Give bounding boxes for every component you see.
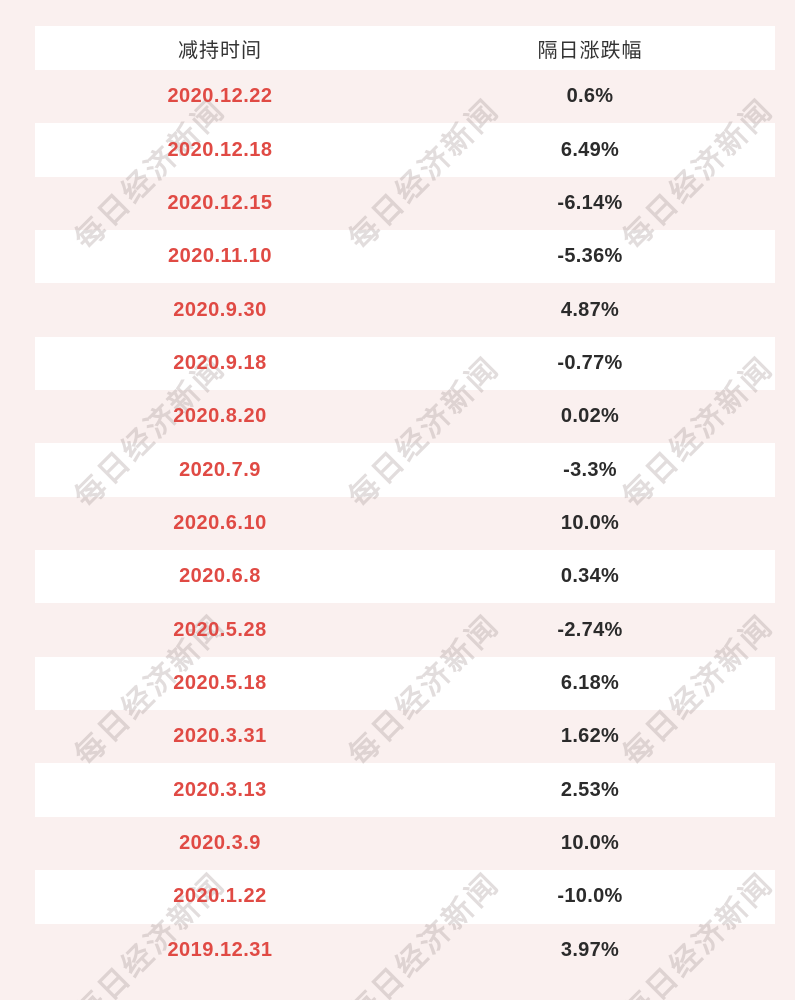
change-cell: 10.0% [405,497,775,550]
change-value: 3.97% [560,938,620,961]
change-cell: 0.34% [405,550,775,603]
table-row: 2020.3.9 10.0% [35,816,775,871]
reduction-change-table: 减持时间 隔日涨跌幅 2020.12.22 0.6% 2020.12.18 6.49%… [35,26,775,977]
change-value: 6.18% [560,671,620,694]
change-cell: 6.18% [405,657,775,710]
header-cell-reduction-time: 减持时间 [35,26,405,70]
date-cell: 2020.3.13 [35,763,405,816]
date-value: 2020.3.31 [173,725,267,748]
change-value: 1.62% [560,725,620,748]
date-cell: 2020.11.10 [35,230,405,283]
date-value: 2020.12.22 [167,85,273,108]
change-value: 4.87% [560,298,620,321]
change-cell: -5.36% [405,230,775,283]
change-cell: -10.0% [405,870,775,923]
table-row: 2020.5.28 -2.74% [35,603,775,657]
header-label-next-day-change: 隔日涨跌幅 [537,39,643,62]
change-value: 10.0% [560,831,620,854]
change-value: 2.53% [560,778,620,801]
change-value: 0.34% [560,565,620,588]
table-row: 2020.1.22 -10.0% [35,870,775,924]
table-row: 2020.9.18 -0.77% [35,336,775,391]
table-row: 2020.3.13 2.53% [35,763,775,817]
date-value: 2020.9.18 [173,351,267,374]
change-value: -2.74% [557,618,623,641]
date-cell: 2020.6.8 [35,550,405,603]
table-row: 2020.9.30 4.87% [35,283,775,337]
date-cell: 2020.12.18 [35,123,405,176]
change-cell: 6.49% [405,123,775,176]
table-row: 2020.12.22 0.6% [35,70,775,124]
table-row: 2020.7.9 -3.3% [35,443,775,497]
change-cell: -2.74% [405,603,775,656]
date-cell: 2020.7.9 [35,443,405,496]
change-value: -5.36% [557,245,623,268]
table-body: 2020.12.22 0.6% 2020.12.18 6.49% 2020.12.15 -… [35,70,775,977]
date-cell: 2020.5.18 [35,657,405,710]
date-cell: 2019.12.31 [35,924,405,977]
change-value: 10.0% [560,511,620,534]
date-cell: 2020.6.10 [35,497,405,550]
date-value: 2020.5.28 [173,618,267,641]
table-row: 2020.12.15 -6.14% [35,176,775,231]
date-value: 2020.12.15 [167,191,273,214]
date-value: 2020.3.9 [179,831,261,854]
date-value: 2020.11.10 [168,245,272,268]
table-row: 2020.12.18 6.49% [35,123,775,177]
date-value: 2020.3.13 [173,778,267,801]
date-value: 2019.12.31 [167,938,273,961]
date-cell: 2020.9.18 [35,337,405,390]
change-cell: 10.0% [405,817,775,870]
change-value: 0.6% [566,85,614,108]
date-value: 2020.7.9 [179,458,261,481]
date-value: 2020.1.22 [173,885,267,908]
header-label-reduction-time: 减持时间 [178,39,262,62]
change-cell: 1.62% [405,710,775,763]
table-header-row: 减持时间 隔日涨跌幅 [35,26,775,70]
change-cell: 0.02% [405,390,775,443]
table-row: 2020.6.8 0.34% [35,550,775,604]
header-cell-next-day-change: 隔日涨跌幅 [405,26,775,70]
change-value: -10.0% [557,885,623,908]
date-value: 2020.6.10 [173,511,267,534]
change-value: 0.02% [560,405,620,428]
date-cell: 2020.12.22 [35,70,405,123]
table-row: 2019.12.31 3.97% [35,923,775,977]
date-cell: 2020.3.9 [35,817,405,870]
table-row: 2020.8.20 0.02% [35,390,775,444]
table-row: 2020.6.10 10.0% [35,496,775,551]
change-cell: -0.77% [405,337,775,390]
change-cell: 0.6% [405,70,775,123]
date-value: 2020.12.18 [167,138,273,161]
date-cell: 2020.5.28 [35,603,405,656]
date-cell: 2020.12.15 [35,177,405,230]
date-cell: 2020.3.31 [35,710,405,763]
change-cell: 4.87% [405,283,775,336]
change-cell: -6.14% [405,177,775,230]
change-value: -6.14% [557,191,623,214]
date-cell: 2020.9.30 [35,283,405,336]
table-row: 2020.11.10 -5.36% [35,230,775,284]
table-row: 2020.3.31 1.62% [35,710,775,764]
change-value: -3.3% [563,458,617,481]
date-value: 2020.8.20 [173,405,267,428]
date-cell: 2020.1.22 [35,870,405,923]
change-value: -0.77% [557,351,623,374]
change-value: 6.49% [560,138,620,161]
change-cell: 3.97% [405,924,775,977]
date-cell: 2020.8.20 [35,390,405,443]
change-cell: -3.3% [405,443,775,496]
date-value: 2020.9.30 [173,298,267,321]
change-cell: 2.53% [405,763,775,816]
table-row: 2020.5.18 6.18% [35,656,775,711]
date-value: 2020.6.8 [179,565,261,588]
date-value: 2020.5.18 [173,671,267,694]
